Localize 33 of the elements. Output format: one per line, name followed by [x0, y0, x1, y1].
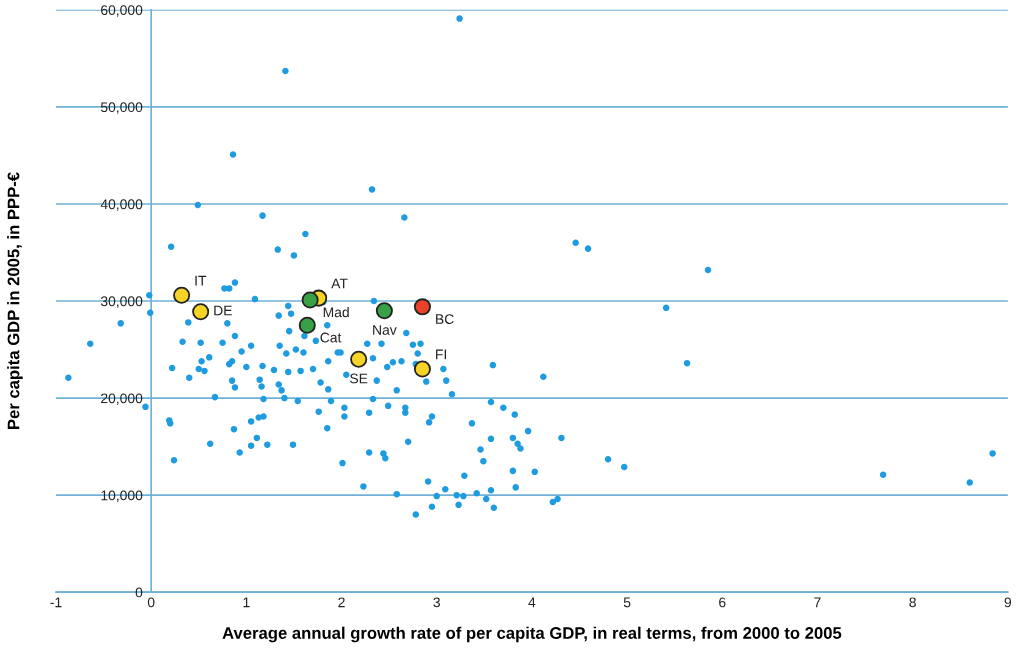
point — [173, 286, 191, 304]
y-axis-title: Per capita GDP in 2005, in PPP-€ — [7, 172, 23, 429]
point — [298, 316, 316, 334]
annotation: AT — [331, 278, 348, 289]
x-tick-label: 2 — [338, 597, 345, 608]
x-tick-label: 7 — [814, 597, 821, 608]
x-tick-label: 6 — [719, 597, 726, 608]
annotation: Nav — [373, 325, 397, 335]
x-tick-label: 3 — [433, 597, 440, 608]
x-tick-label: 9 — [1004, 597, 1012, 608]
point — [192, 303, 210, 321]
y-tick-label: 30,000 — [100, 296, 143, 308]
x-tick-label: 8 — [909, 597, 916, 608]
x-tick-label: 0 — [147, 597, 155, 608]
x-tick-label: -1 — [50, 597, 62, 608]
point — [413, 298, 431, 316]
point — [375, 302, 393, 320]
point — [301, 291, 319, 309]
annotation: SE — [350, 373, 368, 384]
annotation: Cat — [320, 332, 342, 343]
annotation: BC — [436, 314, 454, 324]
x-tick-label: 1 — [243, 597, 250, 608]
y-tick-label: 40,000 — [100, 199, 143, 211]
annotation: DE — [214, 305, 232, 316]
y-tick-label: 60,000 — [101, 5, 143, 17]
annotation: FI — [436, 349, 447, 360]
x-tick-label: 5 — [623, 597, 631, 608]
x-axis-title: Average annual growth rate of per capita GDP, in real terms, from 2000 to 2005 — [222, 626, 842, 643]
x-tick-label: 4 — [528, 597, 536, 608]
point — [350, 350, 368, 368]
point — [413, 360, 431, 378]
annotation: Mad — [323, 307, 349, 318]
annotation: IT — [195, 275, 207, 286]
